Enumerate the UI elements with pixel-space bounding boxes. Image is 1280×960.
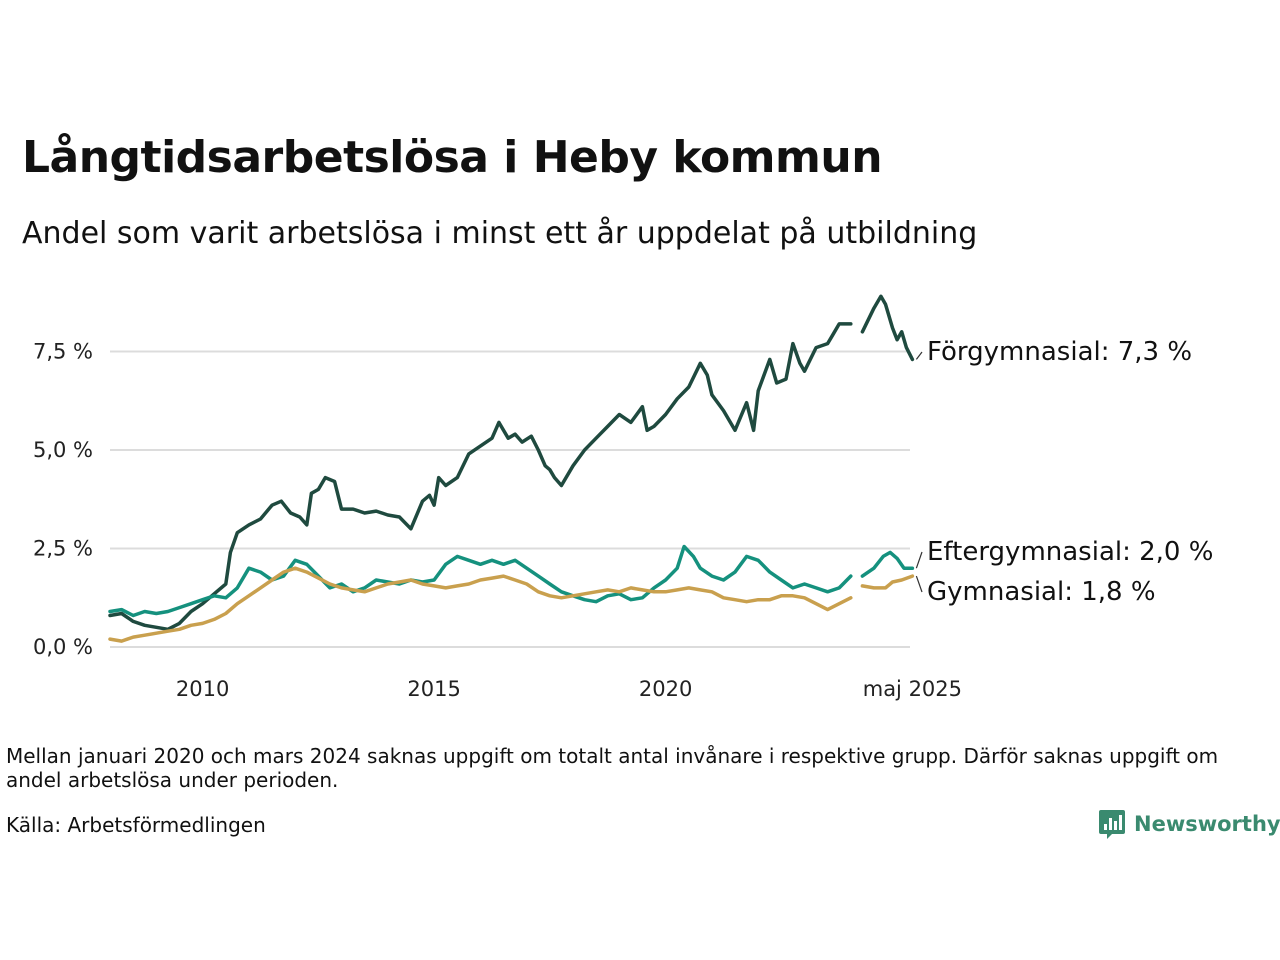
gridlines — [110, 350, 910, 648]
brand-logo: Newsworthy — [1098, 808, 1280, 840]
x-tick-label: 2010 — [176, 677, 229, 701]
chart-subtitle: Andel som varit arbetslösa i minst ett å… — [22, 216, 978, 251]
y-tick-label: 0,0 % — [33, 635, 93, 659]
series-end-label: Förgymnasial: 7,3 % — [927, 337, 1192, 367]
brand-name: Newsworthy — [1134, 812, 1280, 836]
x-tick-label: 2015 — [407, 677, 460, 701]
chart-title: Långtidsarbetslösa i Heby kommun — [22, 132, 883, 183]
line-chart: 0,0 % 2,5 % 5,0 % 7,5 % 2010 2015 2020 maj 202… — [33, 294, 1213, 701]
source-text: Källa: Arbetsförmedlingen — [6, 813, 266, 837]
label-leader-line — [915, 551, 923, 569]
y-tick-label: 7,5 % — [33, 340, 93, 364]
end-labels: Förgymnasial: 7,3 % Eftergymnasial: 2,0 %… — [915, 337, 1213, 607]
series-line-eftergymnasial — [108, 544, 853, 618]
x-tick-label: 2020 — [639, 677, 692, 701]
label-leader-line — [915, 575, 923, 593]
series-line-förgymnasial — [108, 322, 853, 632]
newsworthy-logo-icon — [1099, 810, 1125, 839]
label-leader-line — [915, 351, 923, 360]
series-lines — [108, 294, 915, 643]
x-tick-label: maj 2025 — [863, 677, 962, 701]
footnote: Mellan januari 2020 och mars 2024 saknas… — [6, 744, 1219, 792]
x-axis-ticks: 2010 2015 2020 maj 2025 — [176, 677, 962, 701]
y-tick-label: 5,0 % — [33, 438, 93, 462]
series-line-gymnasial — [860, 574, 915, 590]
series-line-förgymnasial — [860, 294, 915, 362]
y-axis-ticks: 0,0 % 2,5 % 5,0 % 7,5 % — [33, 340, 93, 660]
y-tick-label: 2,5 % — [33, 537, 93, 561]
series-end-label: Eftergymnasial: 2,0 % — [927, 537, 1213, 567]
series-line-gymnasial — [108, 566, 853, 643]
series-line-eftergymnasial — [860, 550, 915, 578]
series-end-label: Gymnasial: 1,8 % — [927, 577, 1156, 607]
